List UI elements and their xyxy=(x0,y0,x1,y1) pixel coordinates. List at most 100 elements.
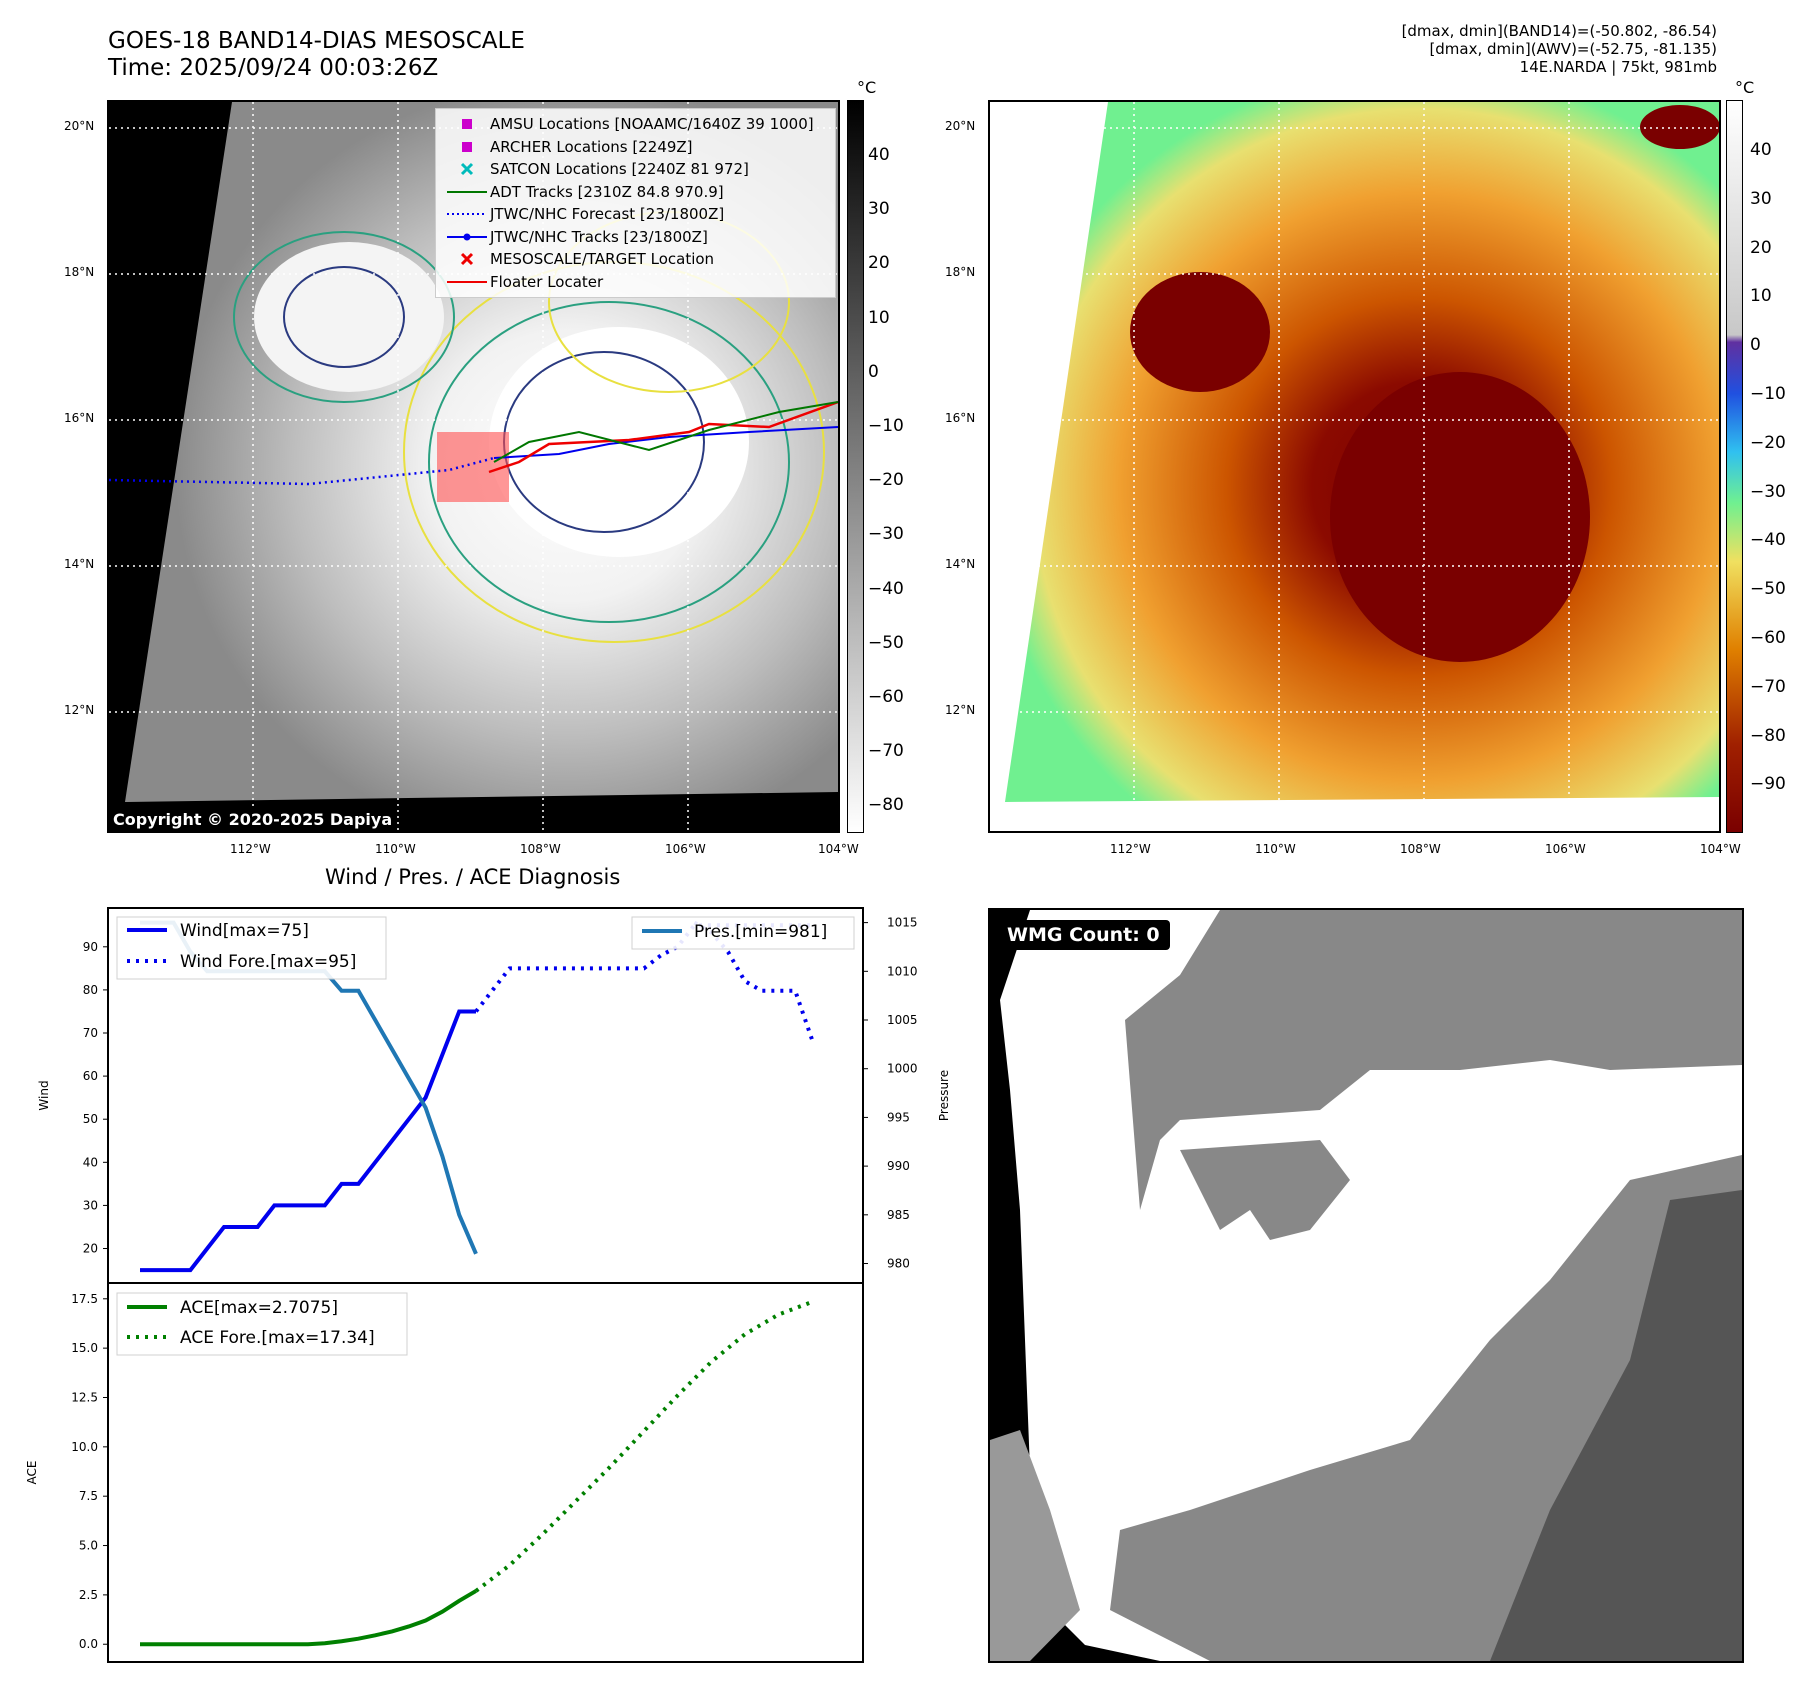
diagnosis-title: Wind / Pres. / ACE Diagnosis xyxy=(325,865,621,889)
lon-tick: 110°W xyxy=(1255,842,1296,856)
pressure-ytick-label: 980 xyxy=(887,1257,910,1271)
pressure-ytick-label: 1015 xyxy=(887,916,918,930)
lon-tick: 110°W xyxy=(375,842,416,856)
colorbar-tick: −10 xyxy=(868,416,904,436)
colorbar-tick: −30 xyxy=(1750,481,1786,502)
legend-label: Floater Locater xyxy=(490,272,604,291)
colorbar-tick: −30 xyxy=(868,524,904,545)
wind-ytick-label: 50 xyxy=(83,1112,98,1126)
colorbar-tick: −60 xyxy=(868,687,904,707)
legend-item-tracks: JTWC/NHC Tracks [23/1800Z] xyxy=(444,226,827,249)
ace-ytick-label: 12.5 xyxy=(71,1390,98,1404)
legend-label: SATCON Locations [2240Z 81 972] xyxy=(490,160,749,179)
ace-ytick-label: 0.0 xyxy=(79,1637,98,1651)
lon-tick: 106°W xyxy=(665,842,706,856)
legend-wind-label: Wind[max=75] xyxy=(180,921,309,941)
lat-tick: 14°N xyxy=(945,557,976,571)
series-line-ace-0 xyxy=(140,1589,478,1647)
legend-label: JTWC/NHC Forecast [23/1800Z] xyxy=(490,205,725,224)
legend-ace-label: ACE[max=2.7075] xyxy=(180,1298,338,1318)
series-line-wind-1 xyxy=(474,923,812,1013)
lon-tick: 112°W xyxy=(230,842,271,856)
colorbar-right-unit: °C xyxy=(1735,78,1755,97)
legend-label: MESOSCALE/TARGET Location xyxy=(490,250,715,269)
meta-line2: [dmax, dmin](AWV)=(-52.75, -81.135) xyxy=(1429,40,1717,58)
legend-item-forecast: JTWC/NHC Forecast [23/1800Z] xyxy=(444,203,827,226)
legend-label: AMSU Locations [NOAAMC/1640Z 39 1000] xyxy=(490,115,814,134)
ace-ytick-label: 2.5 xyxy=(79,1588,98,1602)
colorbar-tick: −50 xyxy=(868,632,904,653)
colorbar-tick: −70 xyxy=(1750,676,1786,697)
wind-ytick-label: 90 xyxy=(83,940,98,954)
colorbar-tick: 30 xyxy=(868,199,890,220)
colorbar-tick: −10 xyxy=(1750,384,1786,404)
meta-line3: 14E.NARDA | 75kt, 981mb xyxy=(1519,58,1717,76)
lat-tick: 18°N xyxy=(64,265,95,279)
legend-label: ARCHER Locations [2249Z] xyxy=(490,137,693,156)
colorbar-tick: −20 xyxy=(868,470,904,491)
pressure-ytick-label: 995 xyxy=(887,1110,910,1124)
wind-ytick-label: 80 xyxy=(83,983,98,997)
title-line1: GOES-18 BAND14-DIAS MESOSCALE xyxy=(108,28,525,54)
lon-tick: 104°W xyxy=(818,842,859,856)
colorbar-tick: 10 xyxy=(1750,286,1772,307)
red-line-icon xyxy=(444,271,490,293)
pressure-ytick-label: 1010 xyxy=(887,964,918,978)
lon-tick: 112°W xyxy=(1110,842,1151,856)
wind-axis-label: Wind xyxy=(37,1080,51,1110)
colorbar-tick: −70 xyxy=(868,741,904,762)
colorbar-tick: −20 xyxy=(1750,432,1786,453)
ace-ytick-label: 7.5 xyxy=(79,1489,98,1503)
red-x-marker-icon xyxy=(444,248,490,270)
lat-tick: 16°N xyxy=(945,411,976,425)
green-line-icon xyxy=(444,181,490,203)
legend-item-mesoscale: MESOSCALE/TARGET Location xyxy=(444,248,827,271)
lat-tick: 12°N xyxy=(945,703,976,717)
cyan-x-marker-icon xyxy=(444,158,490,180)
colorbar-tick: 20 xyxy=(868,253,890,274)
pressure-axis-label: Pressure xyxy=(937,1070,951,1121)
lon-tick: 108°W xyxy=(520,842,561,856)
ace-ytick-label: 5.0 xyxy=(79,1539,98,1553)
colorbar-tick: −80 xyxy=(1750,725,1786,746)
legend-label: ADT Tracks [2310Z 84.8 970.9] xyxy=(490,182,724,201)
blue-dotted-line-icon xyxy=(444,203,490,225)
ir-map-right xyxy=(988,100,1721,833)
colorbar-tick: 20 xyxy=(1750,237,1772,258)
ace-panel-frame xyxy=(107,1282,864,1663)
lat-tick: 20°N xyxy=(945,119,976,133)
colorbar-tick: −80 xyxy=(868,795,904,816)
meta-line1: [dmax, dmin](BAND14)=(-50.802, -86.54) xyxy=(1401,22,1717,40)
lat-tick: 16°N xyxy=(64,411,95,425)
colorbar-tick: 0 xyxy=(868,361,879,382)
magenta-square-marker-icon xyxy=(444,136,490,158)
lat-tick: 12°N xyxy=(64,703,95,717)
colorbar-tick: 0 xyxy=(1750,335,1761,356)
blue-line-dot-icon xyxy=(444,226,490,248)
wmg-panel-svg xyxy=(990,910,1742,1661)
legend-item-adt: ADT Tracks [2310Z 84.8 970.9] xyxy=(444,181,827,204)
figure-title: GOES-18 BAND14-DIAS MESOSCALE Time: 2025… xyxy=(108,28,525,82)
legend-pressure-label: Pres.[min=981] xyxy=(694,922,827,942)
diagnosis-chart: 20 30 40 50 60 70 80 90 980 985 990 995 1000 1005 1010… xyxy=(25,907,951,1663)
wind-ytick-label: 70 xyxy=(83,1026,98,1040)
wmg-count-badge: WMG Count: 0 xyxy=(997,920,1170,950)
colorbar-left xyxy=(847,100,864,833)
ace-ytick-label: 15.0 xyxy=(71,1341,98,1355)
colorbar-tick: −60 xyxy=(1750,628,1786,648)
ace-axis-label: ACE xyxy=(25,1461,39,1485)
colorbar-tick: 30 xyxy=(1750,188,1772,209)
wind-ytick-label: 40 xyxy=(83,1155,98,1169)
wind-legend-box xyxy=(116,916,387,980)
colorbar-tick: 40 xyxy=(868,145,890,165)
ace-ytick-label: 17.5 xyxy=(71,1292,98,1306)
colorbar-tick: −90 xyxy=(1750,774,1786,795)
lon-tick: 106°W xyxy=(1545,842,1586,856)
lon-tick: 104°W xyxy=(1700,842,1741,856)
title-line2: Time: 2025/09/24 00:03:26Z xyxy=(108,55,439,81)
series-line-wind-0 xyxy=(140,1009,476,1273)
colorbar-tick: −50 xyxy=(1750,579,1786,600)
legend-item-satcon: SATCON Locations [2240Z 81 972] xyxy=(444,158,827,181)
lat-tick: 20°N xyxy=(64,119,95,133)
series-line-ace-1 xyxy=(474,1300,813,1593)
